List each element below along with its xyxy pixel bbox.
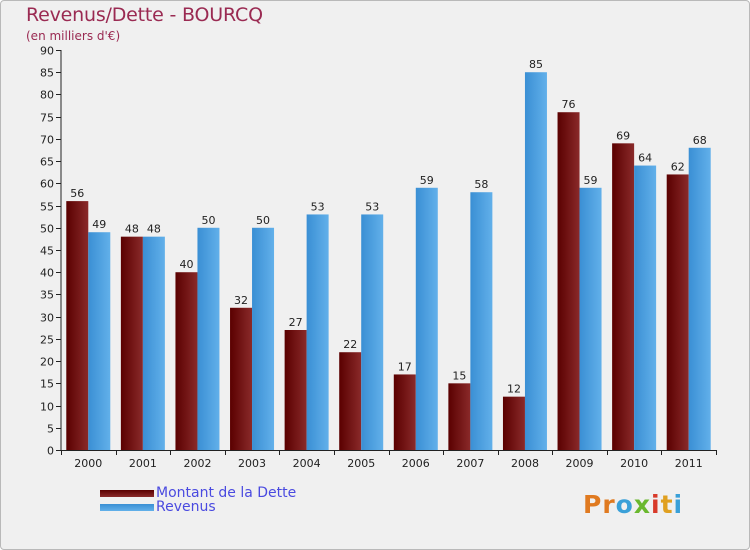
bar-revenus (579, 187, 602, 450)
data-label: 50 (201, 214, 215, 227)
data-label: 59 (584, 174, 598, 187)
x-tick-label: 2005 (347, 457, 375, 470)
chart-title: Revenus/Dette - BOURCQ (26, 4, 263, 26)
bar-dette (393, 374, 416, 450)
x-tick-label: 2000 (74, 457, 102, 470)
bar-dette (502, 396, 525, 450)
bar-revenus (88, 232, 111, 450)
data-label: 22 (343, 338, 357, 351)
data-label: 58 (474, 178, 488, 191)
data-label: 48 (125, 223, 139, 236)
data-label: 53 (311, 200, 325, 213)
x-tick-label: 2002 (183, 457, 211, 470)
y-tick-label: 90 (40, 45, 54, 58)
x-tick-label: 2007 (456, 457, 484, 470)
y-tick-label: 35 (40, 289, 54, 302)
y-tick-label: 60 (40, 178, 54, 191)
data-label: 27 (289, 316, 303, 329)
logo-letter: t (660, 490, 674, 519)
bar-revenus (524, 72, 547, 450)
logo-letter: i (673, 490, 684, 519)
y-tick-label: 30 (40, 312, 54, 325)
data-label: 12 (507, 383, 521, 396)
legend-item-revenus: Revenus (100, 500, 296, 514)
y-tick-label: 15 (40, 378, 54, 391)
bar-dette (339, 352, 362, 450)
x-tick-label: 2003 (238, 457, 266, 470)
bar-dette (230, 307, 253, 450)
data-label: 68 (693, 134, 707, 147)
data-label: 64 (638, 152, 652, 165)
logo-letter: i (651, 490, 661, 519)
bar-revenus (197, 227, 220, 450)
bar-revenus (252, 227, 275, 450)
bar-revenus (634, 165, 657, 451)
y-tick-label: 20 (40, 356, 54, 369)
bar-dette (120, 236, 143, 450)
bar-revenus (415, 187, 438, 450)
bar-dette (612, 143, 635, 451)
chart-subtitle: (en milliers d'€) (26, 29, 121, 43)
bar-dette (175, 272, 198, 450)
bar-dette (66, 201, 89, 450)
legend-label-revenus: Revenus (156, 499, 216, 515)
data-label: 62 (671, 160, 685, 173)
data-label: 50 (256, 214, 270, 227)
bar-revenus (688, 147, 711, 450)
bar-dette (284, 330, 307, 450)
y-tick-label: 70 (40, 134, 54, 147)
logo-letter: o (615, 490, 634, 519)
x-tick-label: 2011 (675, 457, 703, 470)
y-tick-label: 25 (40, 334, 54, 347)
bar-revenus (361, 214, 384, 450)
chart-legend: Montant de la Dette Revenus (100, 486, 296, 514)
bar-dette (557, 112, 580, 450)
legend-label-dette: Montant de la Dette (156, 485, 297, 501)
data-label: 40 (179, 258, 193, 271)
data-label: 76 (562, 98, 576, 111)
bar-dette (666, 174, 689, 450)
legend-swatch-revenus (100, 503, 154, 511)
data-label: 59 (420, 174, 434, 187)
logo-letter: P (583, 490, 603, 519)
y-tick-label: 50 (40, 223, 54, 236)
y-tick-label: 40 (40, 267, 54, 280)
y-tick-label: 45 (40, 245, 54, 258)
bar-dette (448, 383, 471, 450)
y-tick-label: 5 (47, 423, 54, 436)
x-tick-label: 2001 (129, 457, 157, 470)
data-label: 17 (398, 360, 412, 373)
x-tick-label: 2009 (566, 457, 594, 470)
data-label: 56 (70, 187, 84, 200)
y-tick-label: 10 (40, 401, 54, 414)
data-label: 85 (529, 58, 543, 71)
logo-letter: r (602, 490, 616, 519)
x-tick-label: 2006 (402, 457, 430, 470)
data-label: 32 (234, 294, 248, 307)
legend-item-dette: Montant de la Dette (100, 486, 296, 500)
proxiti-logo: Proxiti (583, 490, 683, 519)
legend-swatch-dette (100, 489, 154, 497)
bar-revenus (470, 192, 493, 450)
bar-revenus (142, 236, 165, 450)
y-tick-label: 75 (40, 112, 54, 125)
y-tick-label: 55 (40, 201, 54, 214)
x-tick-label: 2004 (293, 457, 321, 470)
data-label: 69 (616, 129, 630, 142)
data-label: 48 (147, 223, 161, 236)
x-tick-label: 2010 (620, 457, 648, 470)
data-label: 15 (452, 369, 466, 382)
y-tick-label: 65 (40, 156, 54, 169)
y-tick-label: 0 (47, 445, 54, 458)
data-label: 53 (365, 200, 379, 213)
y-tick-label: 80 (40, 89, 54, 102)
x-tick-label: 2008 (511, 457, 539, 470)
data-label: 49 (92, 218, 106, 231)
logo-letter: x (633, 490, 651, 519)
y-tick-label: 85 (40, 67, 54, 80)
bar-revenus (306, 214, 329, 450)
